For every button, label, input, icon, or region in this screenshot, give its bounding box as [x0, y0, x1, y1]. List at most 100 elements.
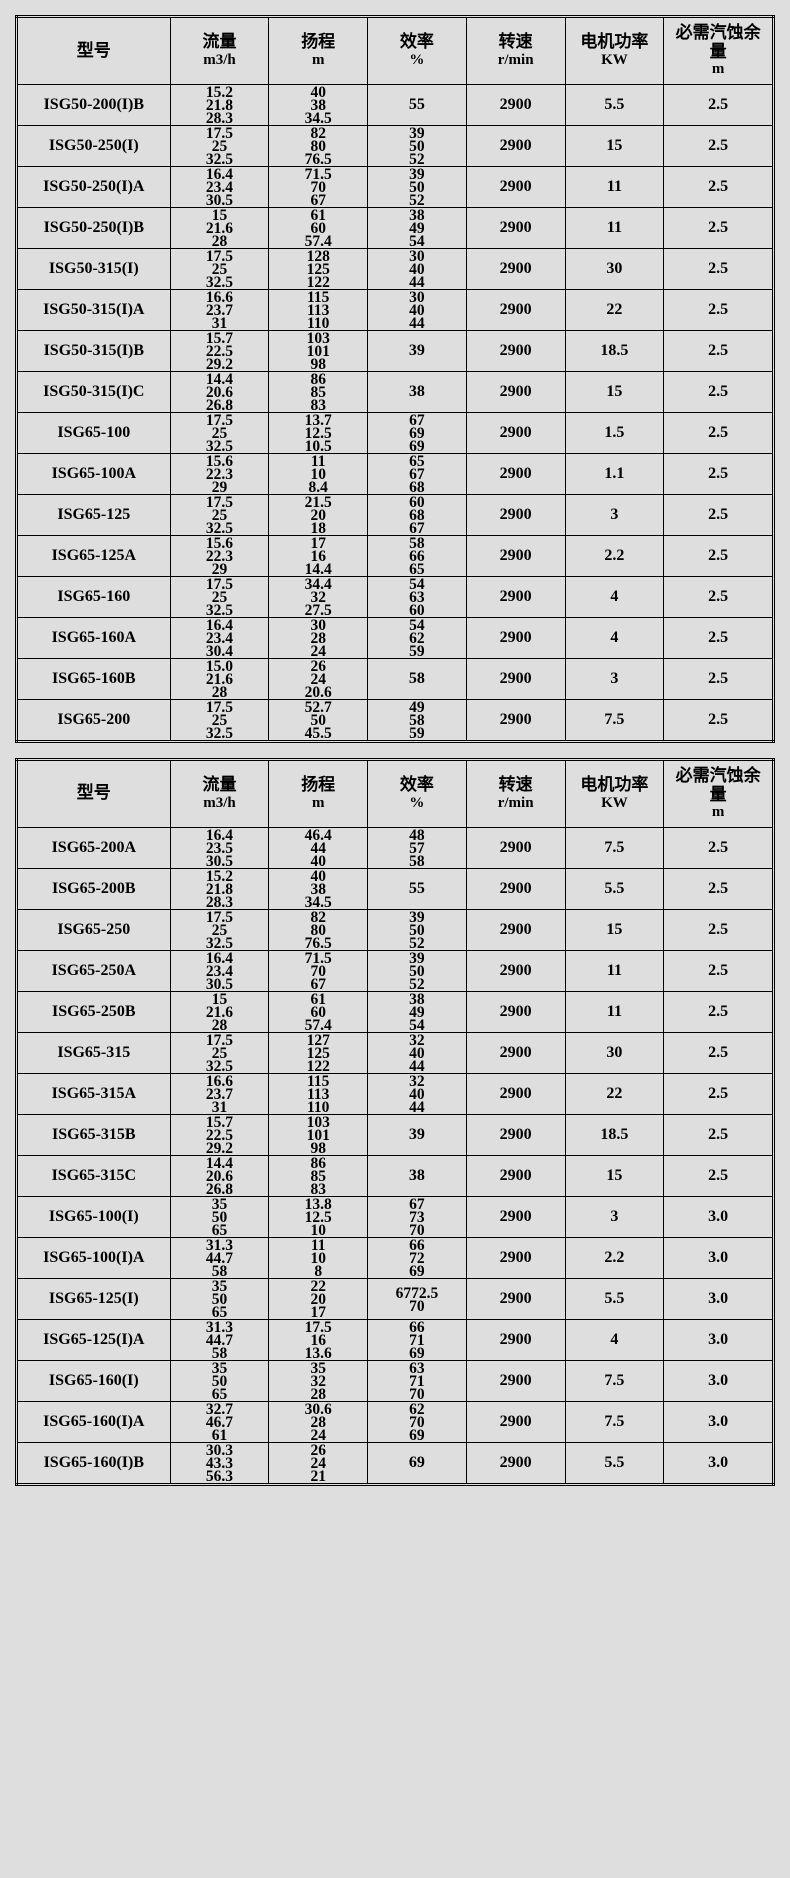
table-row: ISG65-160(I)A32.746.76130.62824627069290… [17, 1401, 774, 1442]
efficiency-cell: 395052 [368, 125, 467, 166]
speed-cell: 2900 [466, 1032, 565, 1073]
table-row: ISG65-25017.52532.5828076.53950522900152… [17, 909, 774, 950]
header-label: 转速 [471, 33, 561, 52]
power-cell: 30 [565, 1032, 664, 1073]
speed-cell: 2900 [466, 950, 565, 991]
speed-cell: 2900 [466, 1442, 565, 1484]
power-cell: 5.5 [565, 1278, 664, 1319]
model-cell: ISG65-125A [17, 535, 171, 576]
model-cell: ISG65-100(I) [17, 1196, 171, 1237]
flow-cell: 14.420.626.8 [170, 1155, 269, 1196]
power-cell: 18.5 [565, 330, 664, 371]
model-cell: ISG65-315B [17, 1114, 171, 1155]
table-row: ISG65-315C14.420.626.8868583382900152.5 [17, 1155, 774, 1196]
efficiency-cell: 677370 [368, 1196, 467, 1237]
speed-cell: 2900 [466, 576, 565, 617]
header-unit: m [668, 61, 768, 78]
efficiency-cell: 676969 [368, 412, 467, 453]
speed-cell: 2900 [466, 868, 565, 909]
flow-cell: 1521.628 [170, 991, 269, 1032]
efficiency-cell: 485758 [368, 827, 467, 868]
efficiency-cell: 395052 [368, 909, 467, 950]
npsh-cell: 3.0 [664, 1401, 774, 1442]
head-cell: 13.712.510.5 [269, 412, 368, 453]
speed-cell: 2900 [466, 617, 565, 658]
head-cell: 868583 [269, 1155, 368, 1196]
npsh-cell: 2.5 [664, 1155, 774, 1196]
speed-cell: 2900 [466, 453, 565, 494]
table-row: ISG50-250(I)A16.423.430.571.570673950522… [17, 166, 774, 207]
table-row: ISG65-200B15.221.828.3403834.55529005.52… [17, 868, 774, 909]
column-header: 必需汽蚀余量m [664, 759, 774, 827]
flow-cell: 1521.628 [170, 207, 269, 248]
header-unit: KW [570, 52, 660, 69]
flow-cell: 31.344.758 [170, 1237, 269, 1278]
head-cell: 34.43227.5 [269, 576, 368, 617]
npsh-cell: 2.5 [664, 535, 774, 576]
model-cell: ISG50-315(I)C [17, 371, 171, 412]
table-row: ISG50-315(I)B15.722.529.2103101983929001… [17, 330, 774, 371]
header-unit: m [668, 804, 768, 821]
model-cell: ISG65-200B [17, 868, 171, 909]
model-cell: ISG50-250(I)B [17, 207, 171, 248]
power-cell: 2.2 [565, 1237, 664, 1278]
head-cell: 115113110 [269, 289, 368, 330]
head-cell: 403834.5 [269, 868, 368, 909]
table-row: ISG50-250(I)B1521.628616057.438495429001… [17, 207, 774, 248]
speed-cell: 2900 [466, 1278, 565, 1319]
speed-cell: 2900 [466, 1196, 565, 1237]
header-label: 型号 [22, 42, 166, 61]
speed-cell: 2900 [466, 166, 565, 207]
speed-cell: 2900 [466, 125, 565, 166]
speed-cell: 2900 [466, 207, 565, 248]
flow-cell: 17.52532.5 [170, 699, 269, 741]
speed-cell: 2900 [466, 289, 565, 330]
efficiency-cell: 395052 [368, 166, 467, 207]
flow-cell: 31.344.758 [170, 1319, 269, 1360]
efficiency-cell: 546259 [368, 617, 467, 658]
power-cell: 30 [565, 248, 664, 289]
header-unit: % [372, 795, 462, 812]
head-cell: 828076.5 [269, 125, 368, 166]
npsh-cell: 2.5 [664, 827, 774, 868]
flow-cell: 17.52532.5 [170, 909, 269, 950]
column-header: 型号 [17, 759, 171, 827]
table-row: ISG65-160(I)B30.343.356.32624216929005.5… [17, 1442, 774, 1484]
npsh-cell: 2.5 [664, 868, 774, 909]
flow-cell: 15.722.529.2 [170, 1114, 269, 1155]
speed-cell: 2900 [466, 909, 565, 950]
npsh-cell: 2.5 [664, 125, 774, 166]
efficiency-cell: 38 [368, 1155, 467, 1196]
speed-cell: 2900 [466, 1237, 565, 1278]
npsh-cell: 2.5 [664, 289, 774, 330]
model-cell: ISG65-160(I)B [17, 1442, 171, 1484]
model-cell: ISG65-125(I)A [17, 1319, 171, 1360]
speed-cell: 2900 [466, 412, 565, 453]
head-cell: 171614.4 [269, 535, 368, 576]
header-label: 电机功率 [570, 33, 660, 52]
efficiency-cell: 58 [368, 658, 467, 699]
table-row: ISG65-125A15.622.329171614.458666529002.… [17, 535, 774, 576]
head-cell: 127125122 [269, 1032, 368, 1073]
table-row: ISG65-160A16.423.430.4302824546259290042… [17, 617, 774, 658]
head-cell: 46.44440 [269, 827, 368, 868]
speed-cell: 2900 [466, 827, 565, 868]
head-cell: 21.52018 [269, 494, 368, 535]
npsh-cell: 3.0 [664, 1319, 774, 1360]
flow-cell: 15.221.828.3 [170, 84, 269, 125]
model-cell: ISG65-315A [17, 1073, 171, 1114]
table-row: ISG65-160(I)35506535322863717029007.53.0 [17, 1360, 774, 1401]
npsh-cell: 2.5 [664, 991, 774, 1032]
model-cell: ISG50-315(I) [17, 248, 171, 289]
efficiency-cell: 55 [368, 868, 467, 909]
npsh-cell: 2.5 [664, 453, 774, 494]
npsh-cell: 3.0 [664, 1360, 774, 1401]
npsh-cell: 2.5 [664, 617, 774, 658]
head-cell: 262421 [269, 1442, 368, 1484]
efficiency-cell: 38 [368, 371, 467, 412]
model-cell: ISG65-250A [17, 950, 171, 991]
head-cell: 10310198 [269, 1114, 368, 1155]
flow-cell: 30.343.356.3 [170, 1442, 269, 1484]
header-label: 效率 [372, 776, 462, 795]
efficiency-cell: 304044 [368, 289, 467, 330]
